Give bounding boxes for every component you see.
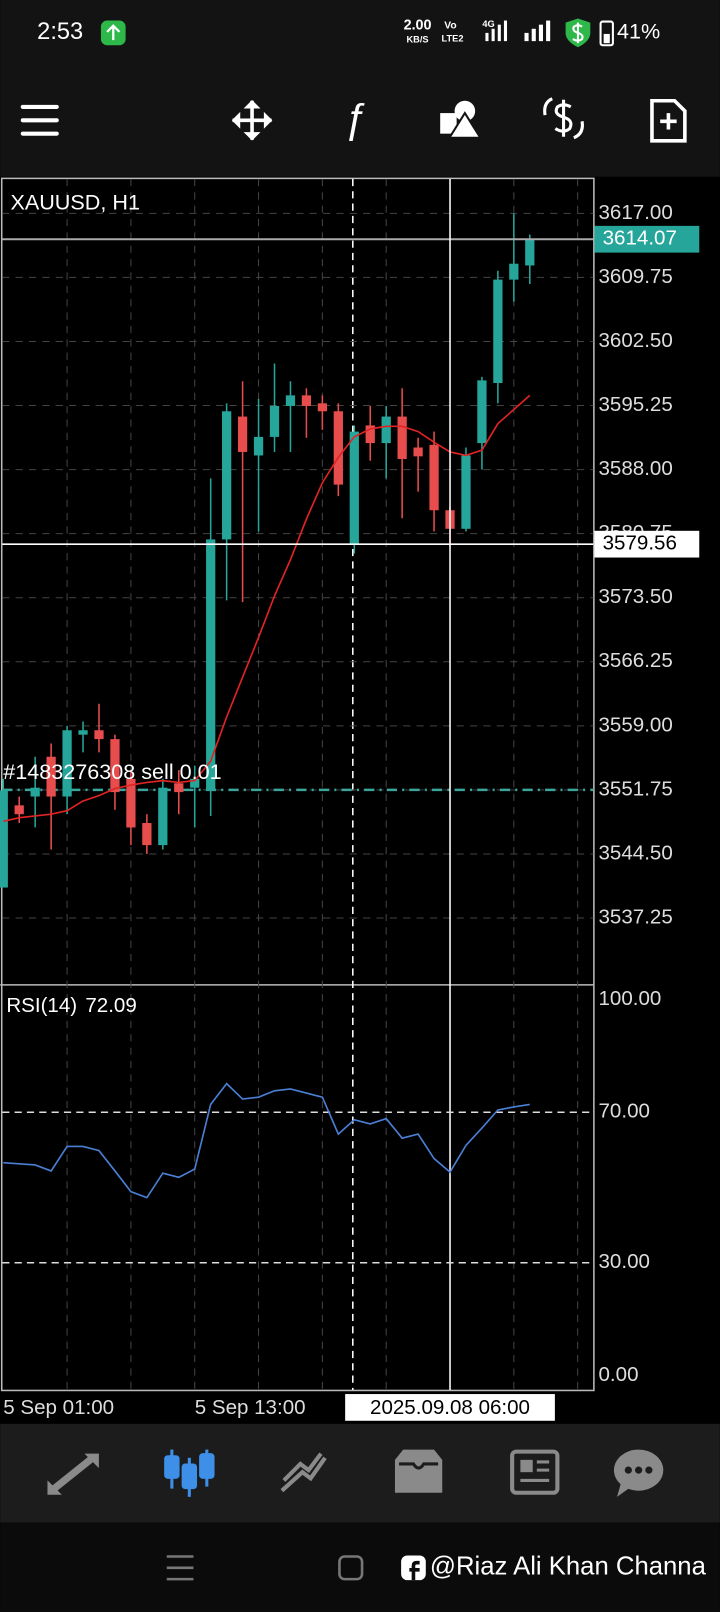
candle-body — [158, 787, 168, 846]
candle-body — [46, 756, 56, 797]
x-tick-label: 5 Sep 01:00 — [3, 1396, 114, 1419]
candle-body — [525, 239, 535, 266]
candle-body — [142, 823, 152, 846]
candle-body — [206, 539, 216, 791]
nav-history[interactable] — [394, 1449, 443, 1493]
y-tick-label: 3602.50 — [599, 329, 673, 352]
chart-area — [0, 176, 720, 1424]
candle-body — [413, 447, 423, 457]
candle-body — [126, 778, 136, 828]
crosshair-price-label: 3579.56 — [603, 532, 677, 555]
net-unit: KB/S — [407, 35, 429, 45]
crosshair-tool[interactable] — [231, 100, 273, 141]
candle-body — [365, 425, 375, 444]
y-tick-label: 3551.75 — [599, 777, 673, 800]
candle-body — [94, 730, 104, 740]
candle-body — [301, 395, 312, 406]
candle-body — [62, 730, 72, 797]
chart-frame — [0, 177, 595, 1392]
crosshair-time-label: 2025.09.08 06:00 — [370, 1396, 530, 1419]
candle-body — [285, 395, 296, 406]
lte: LTE2 — [442, 34, 464, 44]
candle-body — [317, 403, 327, 412]
candle-body — [174, 783, 184, 793]
candle-body — [0, 790, 8, 888]
system-nav — [0, 1522, 720, 1612]
indicator-value: 72.09 — [85, 994, 136, 1017]
indicators-tool[interactable]: ƒ — [343, 95, 366, 143]
nav-messages[interactable] — [613, 1449, 664, 1497]
candle-body — [333, 411, 343, 485]
y-tick-label: 3609.75 — [599, 265, 673, 288]
y-tick-label: 70.00 — [599, 1100, 650, 1123]
app-icon-arrow — [106, 24, 121, 41]
sys-recents[interactable] — [166, 1555, 194, 1581]
candle-body — [477, 380, 487, 444]
trade-tool[interactable] — [543, 97, 584, 140]
network: 4G — [482, 19, 494, 29]
shield-dollar — [572, 22, 584, 44]
new-order-tool[interactable] — [650, 98, 687, 143]
candle-body — [190, 778, 200, 788]
candle-body — [30, 787, 40, 797]
candle-body — [237, 416, 248, 452]
moving-average — [3, 394, 531, 823]
candle-body — [461, 455, 471, 529]
objects-tool[interactable] — [440, 100, 483, 139]
candle-body — [493, 279, 503, 383]
y-tick-label: 3617.00 — [599, 201, 673, 224]
x-tick-label: 5 Sep 13:00 — [195, 1396, 306, 1419]
y-tick-label: 3566.25 — [599, 649, 673, 672]
candle-body — [429, 444, 439, 511]
battery-percent: 41% — [617, 19, 660, 44]
battery-icon — [599, 20, 614, 47]
y-tick-label: 3544.50 — [599, 841, 673, 864]
candle-body — [78, 730, 88, 735]
indicator-title: RSI(14) — [6, 994, 77, 1017]
nav-chart[interactable] — [164, 1449, 215, 1497]
candle-body — [110, 739, 120, 793]
signal-2 — [524, 20, 551, 42]
y-tick-label: 0.00 — [599, 1363, 639, 1386]
y-tick-label: 3537.25 — [599, 905, 673, 928]
menu-icon[interactable] — [20, 104, 59, 136]
candle-body — [222, 411, 232, 540]
y-tick-label: 30.00 — [599, 1250, 650, 1273]
bottom-nav — [0, 1423, 720, 1523]
volte: Vo — [444, 20, 456, 31]
candle-body — [14, 805, 24, 815]
plot: 3617.003609.753602.503595.253588.003580.… — [0, 178, 700, 1421]
net-speed: 2.00 — [404, 17, 432, 33]
candle-body — [269, 405, 280, 437]
candle-body — [349, 431, 359, 545]
y-tick-label: 3595.25 — [599, 393, 673, 416]
candle-body — [509, 263, 519, 280]
candle-body — [381, 416, 391, 444]
nav-quotes[interactable] — [47, 1453, 99, 1495]
order-label: #1483276308 sell 0.01 — [3, 759, 221, 784]
candle-body — [253, 436, 264, 456]
last-price-label: 3614.07 — [603, 227, 677, 250]
last-price-box — [594, 225, 700, 253]
nav-news[interactable] — [510, 1449, 560, 1495]
y-tick-label: 3588.00 — [599, 457, 673, 480]
facebook-icon — [401, 1555, 426, 1581]
crosshair-time-box — [345, 1394, 555, 1421]
sys-home[interactable] — [338, 1555, 364, 1581]
crosshair-price-box — [594, 530, 700, 558]
chart-title: XAUUSD, H1 — [10, 189, 140, 214]
y-tick-label: 3573.50 — [599, 585, 673, 608]
rsi-line — [3, 1082, 530, 1199]
signal-1 — [485, 20, 508, 42]
clock: 2:53 — [37, 19, 83, 45]
nav-trade[interactable] — [280, 1452, 327, 1493]
candle-body — [397, 416, 407, 459]
battery-level — [603, 33, 610, 44]
y-tick-label: 100.00 — [599, 987, 662, 1010]
watermark: @Riaz Ali Khan Channa — [430, 1553, 707, 1581]
y-tick-label: 3559.00 — [599, 713, 673, 736]
